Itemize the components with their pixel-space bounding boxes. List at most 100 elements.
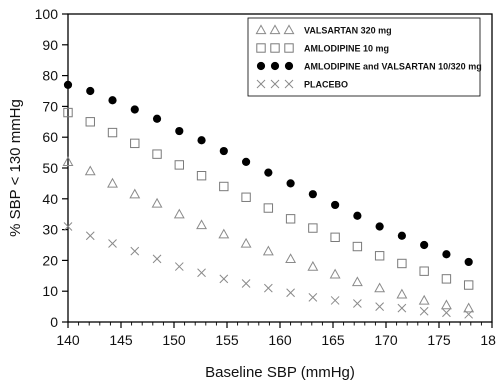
y-tick-label: 0 xyxy=(50,314,58,330)
x-tick-label: 180 xyxy=(480,332,496,348)
data-point xyxy=(173,208,185,219)
legend-marker xyxy=(269,24,281,35)
y-tick-label: 90 xyxy=(42,37,58,53)
x-marker-stroke xyxy=(375,302,384,311)
data-point xyxy=(263,203,274,213)
y-tick-label: 10 xyxy=(42,283,58,299)
data-point xyxy=(331,200,340,210)
x-marker-stroke xyxy=(308,293,318,302)
y-axis-title: % SBP < 130 mmHg xyxy=(7,99,24,237)
legend-markers xyxy=(255,24,295,89)
data-point xyxy=(241,192,251,202)
x-marker-stroke xyxy=(286,288,295,298)
y-tick-label: 50 xyxy=(42,160,58,176)
x-tick-label: 140 xyxy=(56,332,80,348)
data-series xyxy=(62,80,475,319)
data-point xyxy=(353,211,362,220)
x-tick-label: 145 xyxy=(109,332,133,348)
legend-label-placebo: PLACEBO xyxy=(304,80,348,90)
data-point xyxy=(420,240,429,250)
series-1 xyxy=(63,107,474,290)
data-point xyxy=(174,160,185,170)
x-marker-stroke xyxy=(63,222,73,231)
data-point xyxy=(308,190,317,199)
y-tick-label: 60 xyxy=(42,129,58,145)
x-marker-stroke xyxy=(85,231,95,241)
data-point xyxy=(441,274,452,284)
data-point xyxy=(396,288,408,299)
data-point xyxy=(397,231,406,240)
data-point xyxy=(419,306,429,316)
data-point xyxy=(419,266,429,276)
data-point xyxy=(264,168,273,177)
data-point xyxy=(197,268,206,278)
x-tick-label: 155 xyxy=(215,332,239,348)
y-axis: 0 10 20 30 40 50 60 70 80 90 100 xyxy=(35,6,68,330)
x-marker-stroke xyxy=(330,296,340,305)
x-tick-label: 170 xyxy=(374,332,398,348)
legend-box xyxy=(247,17,481,97)
data-point xyxy=(463,302,475,313)
data-point xyxy=(285,253,297,264)
data-point xyxy=(464,257,473,267)
data-point xyxy=(152,149,162,159)
x-marker-stroke xyxy=(130,246,140,256)
data-point xyxy=(85,117,95,127)
data-point xyxy=(196,171,207,181)
data-point xyxy=(463,280,474,290)
data-point xyxy=(219,181,229,192)
x-marker-stroke xyxy=(464,309,474,319)
x-axis: 140 145 150 155 160 165 170 175 180 xyxy=(56,322,496,348)
series-2 xyxy=(63,80,473,267)
data-point xyxy=(129,188,141,199)
x-marker-stroke xyxy=(419,306,429,316)
legend-marker xyxy=(284,43,294,53)
x-marker-stroke xyxy=(263,283,273,293)
data-point xyxy=(397,258,407,269)
data-point xyxy=(440,299,452,310)
data-point xyxy=(218,228,230,239)
x-marker-stroke xyxy=(442,308,451,318)
legend-marker xyxy=(270,43,280,53)
series-3 xyxy=(63,222,474,319)
data-point xyxy=(152,114,162,123)
y-tick-label: 100 xyxy=(35,6,59,22)
legend-marker xyxy=(255,24,267,35)
data-point xyxy=(442,250,451,259)
data-point xyxy=(86,86,95,96)
x-marker-stroke xyxy=(219,274,229,284)
data-point xyxy=(418,294,430,305)
data-point xyxy=(151,197,163,208)
data-point xyxy=(374,251,385,261)
data-point xyxy=(241,279,251,288)
data-point xyxy=(108,96,117,105)
data-point xyxy=(175,126,184,136)
data-point xyxy=(130,105,139,114)
y-tick-label: 70 xyxy=(42,98,58,114)
legend-marker xyxy=(284,61,294,71)
x-marker-stroke xyxy=(397,303,407,313)
data-point xyxy=(262,245,274,256)
x-marker-stroke xyxy=(152,254,162,264)
data-point xyxy=(397,303,407,313)
x-marker-stroke xyxy=(256,79,266,89)
data-point xyxy=(130,138,140,149)
data-point xyxy=(285,214,296,224)
data-point xyxy=(107,177,118,188)
data-point xyxy=(330,296,340,305)
data-point xyxy=(329,268,341,279)
data-point xyxy=(352,241,363,252)
x-marker-stroke xyxy=(108,239,117,248)
data-point xyxy=(85,231,95,241)
legend-marker xyxy=(256,61,266,71)
data-point xyxy=(108,239,117,248)
x-marker-stroke xyxy=(241,279,251,288)
legend-marker xyxy=(284,79,294,89)
data-point xyxy=(174,262,184,271)
legend-label-valsartan: VALSARTAN 320 mg xyxy=(304,26,392,36)
data-point xyxy=(84,165,96,176)
y-tick-label: 20 xyxy=(42,252,58,268)
data-point xyxy=(308,223,318,233)
data-point xyxy=(375,302,384,311)
x-marker-stroke xyxy=(197,268,206,278)
